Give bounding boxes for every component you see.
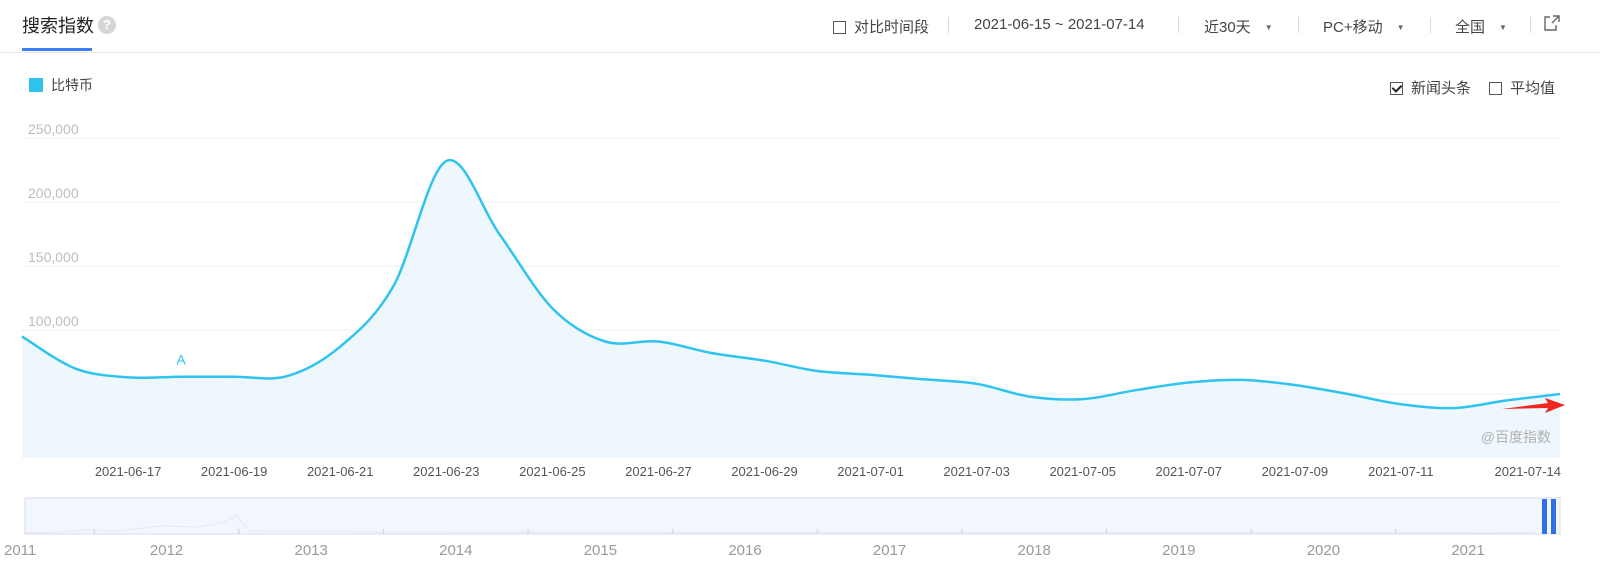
news-checkbox-icon[interactable] (1390, 82, 1403, 95)
slider-handle-right[interactable] (1551, 499, 1556, 534)
device-label: PC+移动 (1323, 19, 1383, 36)
compare-checkbox-icon[interactable] (833, 21, 846, 34)
active-tab-indicator (22, 48, 92, 51)
date-range-picker[interactable]: 2021-06-15 ~ 2021-07-14 (974, 16, 1145, 33)
divider (1530, 17, 1531, 33)
region-label: 全国 (1455, 19, 1486, 36)
slider-handle-left[interactable] (1542, 499, 1547, 534)
overview-year-label: 2012 (150, 542, 183, 559)
compare-period-toggle[interactable]: 对比时间段 (833, 16, 929, 37)
overview-year-label: 2016 (728, 542, 761, 559)
overview-year-label: 2011 (4, 542, 36, 559)
legend-label: 比特币 (51, 77, 93, 93)
period-label: 近30天 (1204, 19, 1251, 36)
y-tick-label: 250,000 (28, 121, 79, 137)
period-select[interactable]: 近30天 ▼ (1204, 16, 1273, 37)
export-icon[interactable] (1544, 15, 1560, 31)
average-label: 平均值 (1510, 80, 1556, 97)
x-axis-ticks: 2021-06-17 2021-06-19 2021-06-21 2021-06-23… (95, 464, 1561, 479)
chevron-down-icon: ▼ (1264, 23, 1273, 32)
x-tick-label: 2021-06-21 (307, 464, 374, 479)
x-tick-label: 2021-06-29 (731, 464, 798, 479)
divider (1430, 17, 1431, 33)
x-tick-label: 2021-07-05 (1049, 464, 1116, 479)
overview-year-label: 2020 (1307, 542, 1340, 559)
y-tick-label: 200,000 (28, 185, 79, 201)
overview-year-label: 2021 (1451, 542, 1484, 559)
divider (1298, 17, 1299, 33)
x-tick-label: 2021-07-07 (1156, 464, 1223, 479)
help-icon[interactable]: ? (98, 16, 116, 34)
x-tick-label: 2021-06-19 (201, 464, 268, 479)
overview-year-label: 2015 (584, 542, 617, 559)
x-tick-label: 2021-07-09 (1262, 464, 1329, 479)
watermark: @百度指数 (1481, 429, 1551, 445)
overview-year-label: 2013 (295, 542, 328, 559)
divider (948, 17, 949, 33)
compare-label: 对比时间段 (854, 19, 930, 36)
chevron-down-icon: ▼ (1396, 23, 1405, 32)
grid-lines (22, 137, 1560, 395)
series-area (22, 160, 1560, 458)
average-checkbox-icon[interactable] (1489, 82, 1502, 95)
news-label: 新闻头条 (1411, 80, 1472, 97)
x-tick-label: 2021-06-17 (95, 464, 162, 479)
chart-legend[interactable]: 比特币 (29, 75, 93, 95)
x-tick-label: 2021-07-01 (837, 464, 904, 479)
news-headlines-toggle[interactable]: 新闻头条 (1390, 77, 1471, 98)
overview-slider[interactable] (24, 497, 1561, 535)
average-toggle[interactable]: 平均值 (1489, 77, 1555, 98)
x-tick-label: 2021-06-23 (413, 464, 480, 479)
chevron-down-icon: ▼ (1499, 23, 1507, 32)
overview-sparkline (25, 514, 1536, 534)
x-tick-label: 2021-07-14 (1495, 464, 1562, 479)
legend-swatch (29, 78, 43, 92)
overview-year-label: 2019 (1162, 542, 1195, 559)
device-select[interactable]: PC+移动 ▼ (1323, 16, 1405, 37)
series-line[interactable] (21, 158, 1561, 410)
red-arrow-annotation (1502, 398, 1565, 413)
region-select[interactable]: 全国 ▼ (1455, 16, 1507, 37)
overview-year-label: 2018 (1018, 542, 1051, 559)
y-tick-label: 100,000 (28, 313, 79, 329)
overview-year-labels: 2011 2012 2013 2014 2015 2016 2017 2018 2019 2020… (4, 542, 1485, 559)
y-tick-label: 150,000 (28, 249, 79, 265)
x-tick-label: 2021-07-11 (1368, 464, 1434, 479)
overview-year-label: 2014 (439, 542, 472, 559)
overview-year-label: 2017 (873, 542, 906, 559)
x-tick-label: 2021-06-27 (625, 464, 692, 479)
page-title: 搜索指数 (22, 16, 94, 36)
x-tick-label: 2021-06-25 (519, 464, 586, 479)
news-annotation-marker[interactable]: A (176, 352, 186, 368)
x-tick-label: 2021-07-03 (943, 464, 1010, 479)
top-bar: 搜索指数 ? 对比时间段 2021-06-15 ~ 2021-07-14 近30… (0, 0, 1600, 53)
divider (1178, 17, 1179, 33)
